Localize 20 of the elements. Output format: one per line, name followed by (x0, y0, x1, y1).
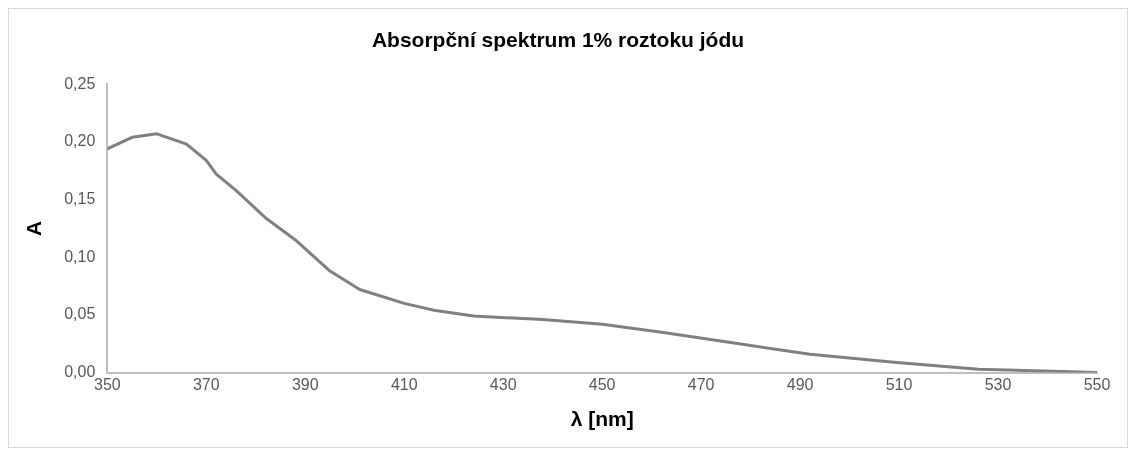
x-tick-label: 410 (390, 375, 418, 393)
x-tick-label: 530 (984, 375, 1012, 393)
x-tick-label: 550 (1083, 375, 1111, 393)
x-axis-title: λ [nm] (570, 407, 634, 431)
x-tick-label: 430 (489, 375, 517, 393)
y-tick-label: 0,20 (64, 132, 96, 150)
x-tick-label: 370 (192, 375, 220, 393)
x-tick-label: 510 (885, 375, 913, 393)
y-tick-label: 0,15 (64, 189, 96, 207)
chart-title: Absorpční spektrum 1% roztoku jódu (371, 28, 745, 52)
y-axis-title: A (22, 220, 46, 236)
x-tick-label: 450 (588, 375, 616, 393)
x-tick-label: 470 (687, 375, 715, 393)
y-tick-label: 0,25 (64, 74, 96, 92)
x-tick-label: 350 (93, 375, 121, 393)
x-tick-label: 390 (291, 375, 319, 393)
x-tick-label: 490 (786, 375, 814, 393)
y-tick-label: 0,05 (64, 305, 96, 323)
y-tick-label: 0,00 (64, 363, 96, 381)
y-tick-label: 0,10 (64, 247, 96, 265)
